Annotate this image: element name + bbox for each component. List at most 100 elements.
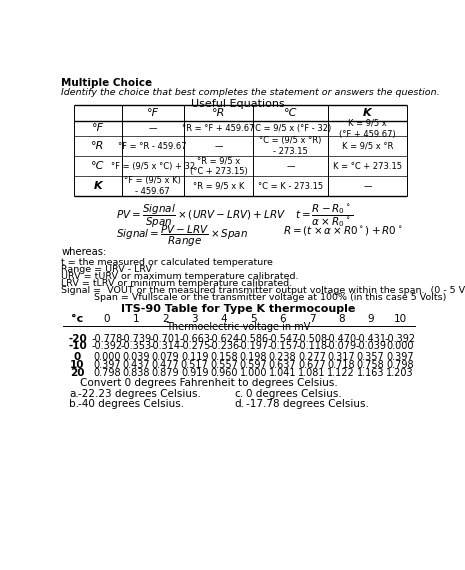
Text: -0.778: -0.778 — [91, 334, 122, 344]
Text: -0.079: -0.079 — [326, 341, 357, 352]
Text: —: — — [363, 182, 372, 191]
Text: 7: 7 — [309, 314, 315, 324]
Text: 0.079: 0.079 — [152, 352, 179, 362]
Text: 4: 4 — [221, 314, 227, 324]
Text: K = 9/5 x °R: K = 9/5 x °R — [342, 142, 393, 150]
Text: 0: 0 — [74, 352, 81, 362]
Text: 0: 0 — [104, 314, 110, 324]
Text: 0.397: 0.397 — [386, 352, 414, 362]
Text: -0.236: -0.236 — [208, 341, 239, 352]
Text: 20: 20 — [70, 368, 85, 377]
Text: °C = K - 273.15: °C = K - 273.15 — [258, 182, 323, 191]
Text: K: K — [363, 108, 372, 118]
Text: 0.557: 0.557 — [210, 360, 238, 370]
Text: 9: 9 — [367, 314, 374, 324]
Text: 0.238: 0.238 — [269, 352, 297, 362]
Text: Identify the choice that best completes the statement or answers the question.: Identify the choice that best completes … — [61, 88, 440, 97]
Text: whereas:: whereas: — [61, 247, 106, 257]
Text: °F = (9/5 x K)
- 459.67: °F = (9/5 x K) - 459.67 — [124, 176, 181, 196]
Text: 0.798: 0.798 — [386, 360, 414, 370]
Text: -0.701: -0.701 — [150, 334, 181, 344]
Text: Range = URV - LRV: Range = URV - LRV — [61, 265, 152, 274]
Text: 0.158: 0.158 — [210, 352, 238, 362]
Text: 8: 8 — [338, 314, 345, 324]
Text: 1: 1 — [133, 314, 140, 324]
Text: 0.798: 0.798 — [93, 368, 120, 377]
Text: °F: °F — [92, 124, 104, 133]
Text: °F: °F — [146, 108, 159, 118]
Text: $t = \dfrac{R - R_0{^\circ}}{\alpha \times R_0{^\circ}}$: $t = \dfrac{R - R_0{^\circ}}{\alpha \tim… — [294, 202, 353, 229]
Text: Convert 0 degrees Fahrenheit to degrees Celsius.: Convert 0 degrees Fahrenheit to degrees … — [80, 378, 338, 388]
Text: -0.275: -0.275 — [179, 341, 210, 352]
Text: —: — — [286, 162, 295, 170]
Text: —: — — [148, 124, 157, 133]
Text: °R: °R — [91, 141, 104, 151]
Text: °R = 9/5 x
(°C + 273.15): °R = 9/5 x (°C + 273.15) — [190, 156, 247, 176]
Text: -20: -20 — [68, 334, 87, 344]
Text: 0.198: 0.198 — [239, 352, 267, 362]
Text: 0.317: 0.317 — [327, 352, 355, 362]
Text: 0.838: 0.838 — [122, 368, 150, 377]
Text: °c: °c — [71, 314, 84, 324]
Text: 0.597: 0.597 — [239, 360, 267, 370]
Text: -0.547: -0.547 — [267, 334, 299, 344]
Text: -0.586: -0.586 — [238, 334, 269, 344]
Text: K: K — [93, 181, 102, 191]
Text: -0.392: -0.392 — [385, 334, 416, 344]
Text: 0.477: 0.477 — [152, 360, 179, 370]
Text: Thermoelectric voltage in mV: Thermoelectric voltage in mV — [166, 322, 311, 332]
Text: Span = Vfullscale or the transmitter voltage at 100% (in this case 5 Volts): Span = Vfullscale or the transmitter vol… — [61, 293, 446, 302]
Text: a.: a. — [69, 389, 79, 399]
Text: 0.637: 0.637 — [269, 360, 297, 370]
Text: 0.960: 0.960 — [210, 368, 238, 377]
Text: -40 degrees Celsius.: -40 degrees Celsius. — [78, 399, 185, 409]
Text: 0.000: 0.000 — [386, 341, 414, 352]
Text: 1.122: 1.122 — [327, 368, 355, 377]
Text: Signal =  VOUT or the measured transmitter output voltage within the span.  (0 -: Signal = VOUT or the measured transmitte… — [61, 286, 465, 295]
Text: ITS-90 Table for Type K thermocouple: ITS-90 Table for Type K thermocouple — [121, 304, 355, 314]
Text: —: — — [214, 142, 223, 150]
Text: -10: -10 — [68, 341, 87, 352]
Text: -0.663: -0.663 — [179, 334, 210, 344]
Text: K = °C + 273.15: K = °C + 273.15 — [333, 162, 402, 170]
Text: 1.203: 1.203 — [386, 368, 414, 377]
Text: t = the measured or calculated temperature: t = the measured or calculated temperatu… — [61, 258, 273, 267]
Text: 3: 3 — [192, 314, 198, 324]
Text: $PV = \dfrac{Signal}{Span} \times (URV - LRV) + LRV$: $PV = \dfrac{Signal}{Span} \times (URV -… — [116, 202, 286, 230]
Text: -0.624: -0.624 — [208, 334, 239, 344]
Text: d.: d. — [235, 399, 245, 409]
Text: 0.357: 0.357 — [357, 352, 385, 362]
Text: -0.197: -0.197 — [238, 341, 269, 352]
Text: -17.78 degrees Celsius.: -17.78 degrees Celsius. — [246, 399, 369, 409]
Text: 0.437: 0.437 — [122, 360, 150, 370]
Text: 2: 2 — [162, 314, 169, 324]
Text: 0.677: 0.677 — [298, 360, 326, 370]
Text: 5: 5 — [250, 314, 257, 324]
Text: 1.081: 1.081 — [298, 368, 326, 377]
Text: -0.314: -0.314 — [150, 341, 181, 352]
Text: °R = °F + 459.67: °R = °F + 459.67 — [182, 124, 255, 133]
Text: 0.879: 0.879 — [152, 368, 179, 377]
Text: Multiple Choice: Multiple Choice — [61, 79, 153, 88]
Text: 1.000: 1.000 — [239, 368, 267, 377]
Text: 0.277: 0.277 — [298, 352, 326, 362]
Text: 0.718: 0.718 — [327, 360, 355, 370]
Text: 10: 10 — [393, 314, 406, 324]
Text: -0.392: -0.392 — [91, 341, 122, 352]
Text: °R = 9/5 x K: °R = 9/5 x K — [193, 182, 244, 191]
Text: 0.039: 0.039 — [122, 352, 150, 362]
Text: -0.039: -0.039 — [355, 341, 386, 352]
Text: 0 degrees Celsius.: 0 degrees Celsius. — [246, 389, 341, 399]
Text: Useful Equations: Useful Equations — [191, 99, 285, 109]
Text: -0.118: -0.118 — [297, 341, 327, 352]
Text: °R: °R — [212, 108, 225, 118]
Text: -0.353: -0.353 — [120, 341, 152, 352]
Text: URV = tURV or maximum temperature calibrated.: URV = tURV or maximum temperature calibr… — [61, 272, 299, 281]
Text: 0.919: 0.919 — [181, 368, 208, 377]
Text: °C: °C — [91, 161, 104, 171]
Text: -0.739: -0.739 — [120, 334, 152, 344]
Text: 0.758: 0.758 — [357, 360, 385, 370]
Text: °C = (9/5 x °R)
- 273.15: °C = (9/5 x °R) - 273.15 — [259, 136, 322, 156]
Text: c.: c. — [235, 389, 244, 399]
Text: -0.431: -0.431 — [355, 334, 386, 344]
